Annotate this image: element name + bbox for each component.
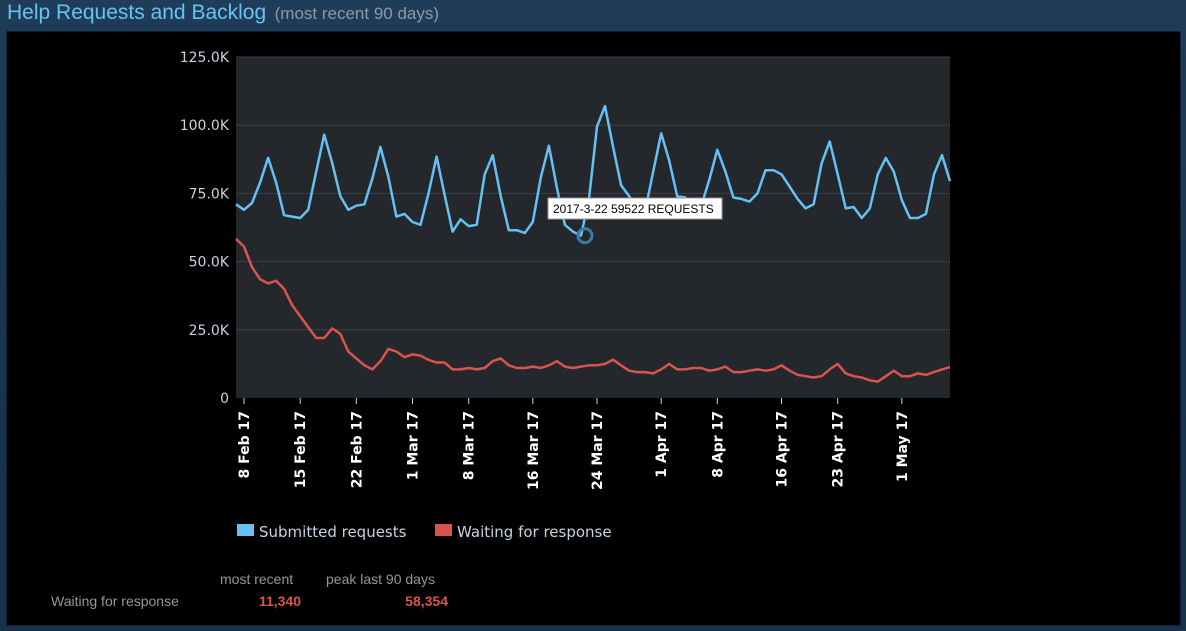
legend-swatch — [435, 524, 452, 536]
page-subtitle: (most recent 90 days) — [274, 4, 440, 23]
y-tick-label: 25.0K — [189, 323, 230, 339]
y-tick-label: 50.0K — [189, 255, 230, 271]
legend-swatch — [237, 524, 254, 536]
y-tick-label: 0 — [220, 391, 229, 407]
y-tick-label: 75.0K — [189, 186, 230, 202]
x-tick-label: 1 Mar 17 — [405, 411, 421, 480]
plot-area — [236, 57, 950, 398]
x-tick-label: 8 Apr 17 — [710, 411, 726, 478]
x-tick-label: 8 Mar 17 — [462, 411, 478, 480]
x-tick-label: 1 Apr 17 — [654, 411, 670, 478]
x-tick-label: 16 Mar 17 — [526, 411, 542, 490]
series-line-waiting — [235, 237, 951, 383]
legend-label: Waiting for response — [457, 523, 612, 541]
x-tick-label: 1 May 17 — [895, 411, 911, 482]
x-tick-label: 16 Apr 17 — [775, 411, 791, 487]
y-tick-label: 100.0K — [180, 118, 230, 134]
x-tick-label: 8 Feb 17 — [237, 411, 253, 478]
x-tick-label: 15 Feb 17 — [293, 411, 309, 488]
x-tick-label: 23 Apr 17 — [831, 411, 847, 487]
page-header: Help Requests and Backlog (most recent 9… — [7, 0, 439, 30]
page-title: Help Requests and Backlog — [7, 1, 267, 24]
legend-label: Submitted requests — [259, 523, 407, 541]
x-tick-label: 24 Mar 17 — [590, 411, 606, 490]
highlight-marker — [576, 227, 594, 245]
series-line-submitted — [235, 104, 952, 237]
tooltip-text: 2017-3-22 59522 REQUESTS — [553, 202, 714, 216]
x-tick-label: 22 Feb 17 — [349, 411, 365, 488]
y-tick-label: 125.0K — [180, 50, 230, 66]
tooltip-box — [547, 197, 723, 220]
